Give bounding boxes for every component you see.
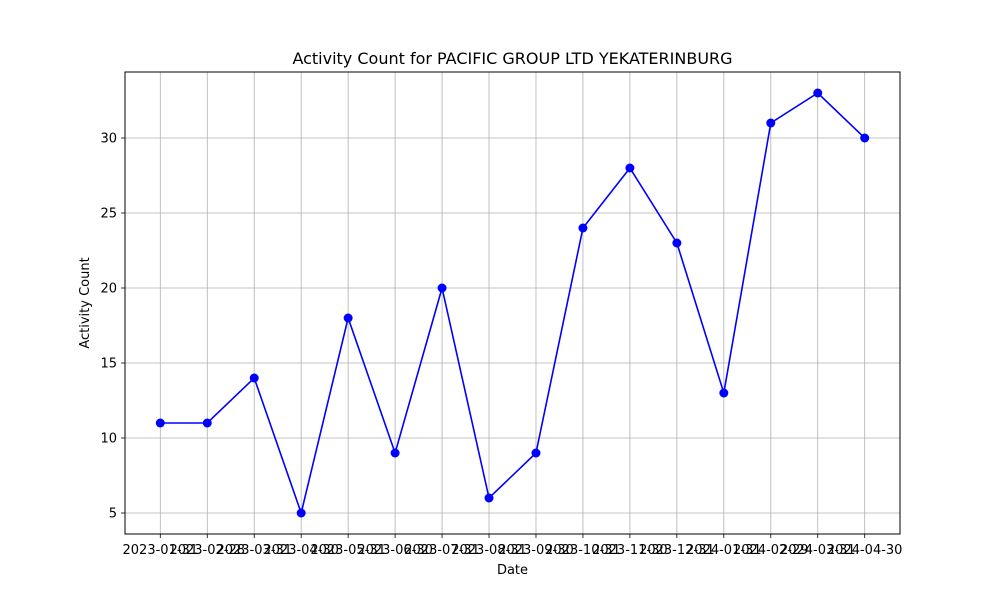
data-point [672,238,682,248]
x-tick-label: 2023-11-30 [592,543,668,558]
x-tick-label: 2023-01-31 [123,543,199,558]
x-tick-label: 2024-03-31 [780,543,856,558]
data-point [860,133,870,143]
y-tick-label: 25 [100,207,117,222]
y-tick-label: 5 [109,507,117,522]
x-tick-label: 2023-10-31 [545,543,621,558]
data-point [249,373,259,383]
x-tick-label: 2023-07-31 [404,543,480,558]
x-tick-label: 2023-02-28 [169,543,245,558]
data-point [813,88,823,98]
x-tick-label: 2023-08-31 [451,543,527,558]
series-line [160,91,866,516]
data-point [578,223,588,233]
axis-ticks: 2023-01-312023-02-282023-03-312023-04-30… [100,132,902,559]
x-tick-label: 2023-05-31 [310,543,386,558]
x-tick-label: 2023-04-30 [263,543,339,558]
plot-area-frame [124,71,901,535]
grid [125,72,900,534]
x-tick-label: 2023-12-31 [639,543,715,558]
data-point [390,448,400,458]
data-point [484,493,494,503]
y-tick-label: 30 [100,132,117,147]
y-tick-label: 10 [100,432,117,447]
x-tick-label: 2024-04-30 [827,543,903,558]
y-tick-label: 20 [100,282,117,297]
x-tick-label: 2023-06-30 [357,543,433,558]
data-point [437,283,447,293]
y-axis-label: Activity Count [78,257,93,348]
data-point [296,508,306,518]
data-point [202,418,212,428]
data-point [155,418,165,428]
series-layer [155,88,870,518]
y-tick-label: 15 [100,357,117,372]
x-tick-label: 2023-03-31 [216,543,292,558]
data-point [625,163,635,173]
x-tick-label: 2024-01-31 [686,543,762,558]
x-tick-label: 2024-02-29 [733,543,809,558]
data-point [766,118,776,128]
data-point [343,313,353,323]
data-point [531,448,541,458]
data-point [719,388,729,398]
x-tick-label: 2023-09-30 [498,543,574,558]
x-axis-label: Date [497,563,528,578]
chart-title: Activity Count for PACIFIC GROUP LTD YEK… [292,49,732,68]
